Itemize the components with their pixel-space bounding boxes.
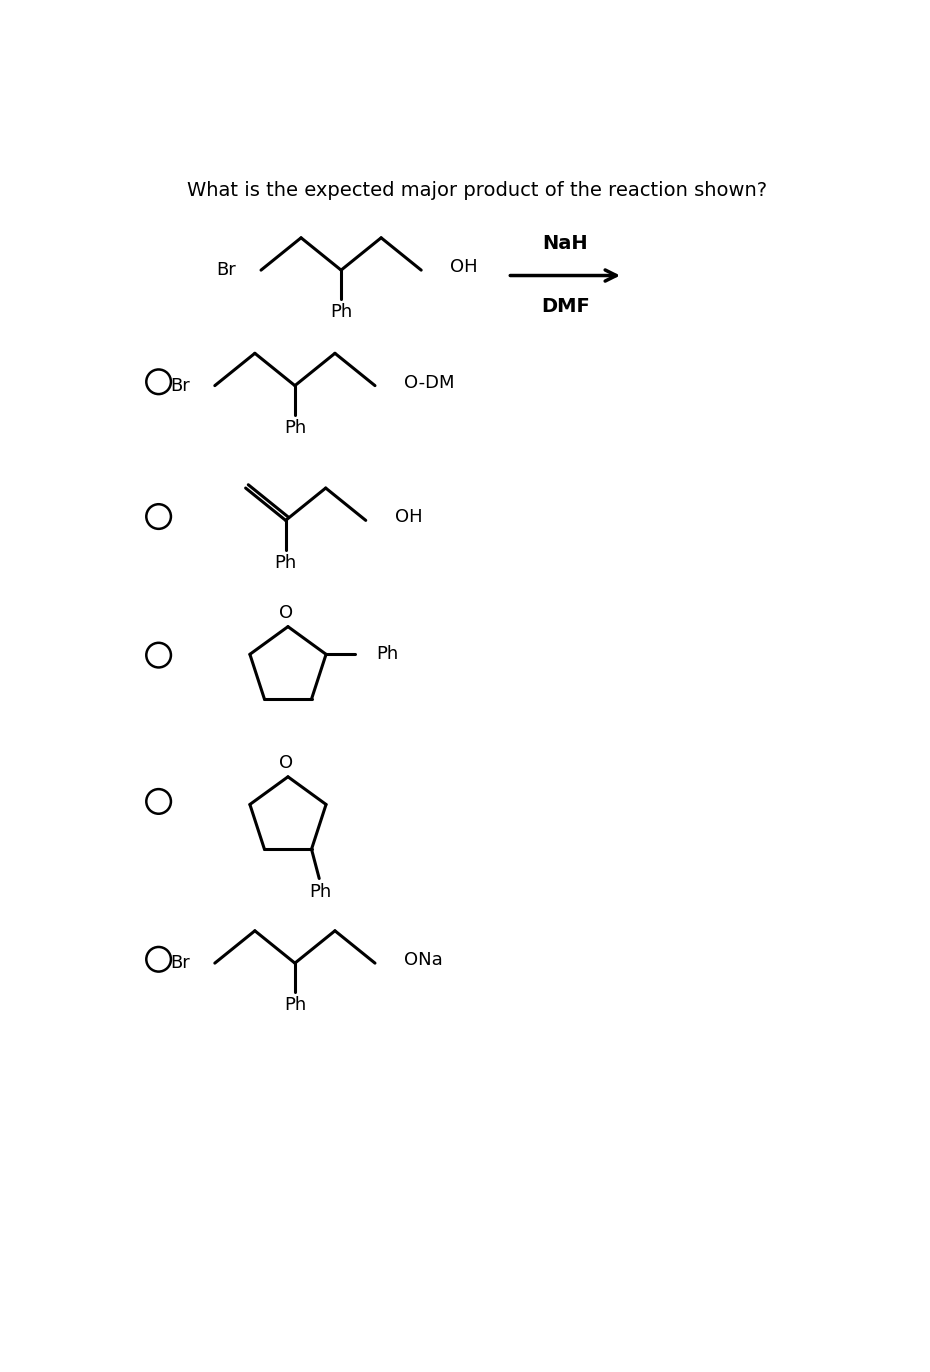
Text: Br: Br	[217, 261, 236, 279]
Text: OH: OH	[450, 258, 478, 276]
Text: Ph: Ph	[284, 996, 306, 1014]
Text: Br: Br	[170, 377, 191, 395]
Text: Ph: Ph	[274, 554, 297, 572]
Text: Ph: Ph	[376, 645, 398, 663]
Text: Ph: Ph	[284, 418, 306, 436]
Text: DMF: DMF	[541, 296, 590, 316]
Text: ONa: ONa	[405, 951, 443, 969]
Text: OH: OH	[395, 508, 422, 527]
Text: What is the expected major product of the reaction shown?: What is the expected major product of th…	[187, 181, 766, 200]
Text: O-DM: O-DM	[405, 373, 455, 391]
Text: O: O	[279, 604, 294, 622]
Text: Ph: Ph	[330, 303, 352, 321]
Text: O: O	[279, 755, 294, 772]
Text: Br: Br	[170, 954, 191, 973]
Text: Ph: Ph	[310, 884, 332, 901]
Text: NaH: NaH	[542, 233, 588, 252]
